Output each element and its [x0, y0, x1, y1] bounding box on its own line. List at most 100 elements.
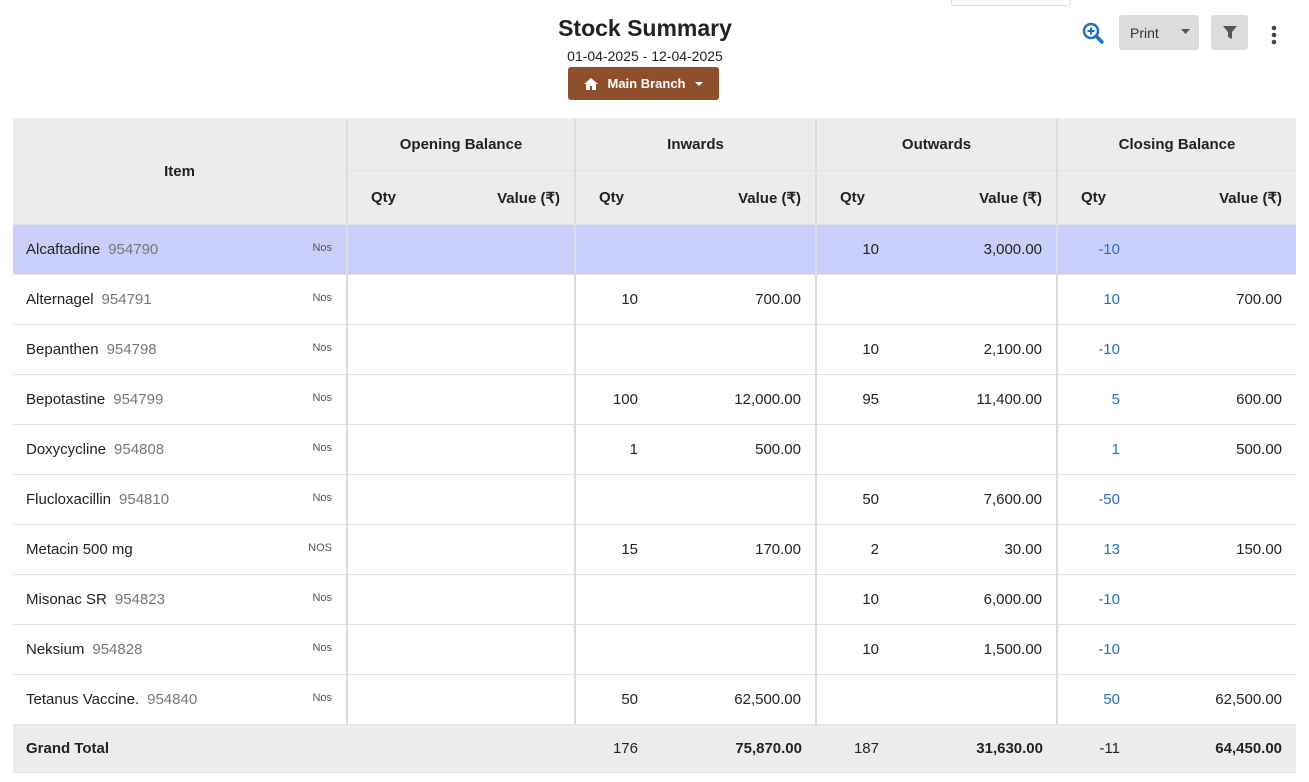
qty-cell: 1	[1056, 424, 1177, 475]
item-code: 954799	[113, 391, 164, 408]
qty-cell	[346, 224, 461, 275]
item-unit: Nos	[312, 442, 332, 454]
qty-cell: 50	[815, 474, 936, 525]
item-name: Flucloxacillin	[26, 491, 112, 508]
header-row: Item Opening Balance Inwards Outwards Closin…	[13, 118, 1297, 225]
branch-label: Main Branch	[607, 76, 686, 91]
item-name: Bepotastine	[26, 391, 106, 408]
value-cell: 500.00	[1177, 424, 1297, 475]
qty-cell: 10	[1056, 274, 1177, 325]
qty-cell	[815, 674, 936, 725]
stock-table: Item Opening Balance Inwards Outwards Closin…	[13, 118, 1297, 773]
item-row: Neksium 954828 Nos 10 1,500.00 -10	[13, 624, 1297, 675]
qty-cell	[346, 624, 461, 675]
qty-cell: 1	[574, 424, 695, 475]
item-code: 954808	[114, 441, 165, 458]
search-box[interactable]	[951, 0, 1071, 6]
total-label: Grand Total	[13, 724, 347, 773]
group-header: Inwards	[574, 118, 816, 171]
value-cell	[1177, 574, 1297, 625]
caret	[1181, 29, 1190, 34]
value-cell: 30.00	[936, 524, 1057, 575]
item-unit: Nos	[312, 242, 332, 254]
qty-header: Qty	[346, 170, 461, 225]
print-label: Print	[1130, 24, 1159, 41]
item-row: Metacin 500 mg NOS 15 170.00 2 30.00 13 150.00	[13, 524, 1297, 575]
qty-cell: 10	[815, 624, 936, 675]
date-range: 01-04-2025 - 12-04-2025	[567, 48, 723, 64]
qty-cell	[346, 274, 461, 325]
filter-button[interactable]	[1211, 15, 1248, 50]
item-header: Item	[13, 118, 347, 225]
item-cell: Metacin 500 mg NOS	[13, 524, 347, 575]
qty-cell: 13	[1056, 524, 1177, 575]
value-cell	[461, 374, 575, 425]
qty-header: Qty	[815, 170, 936, 225]
item-unit: Nos	[312, 342, 332, 354]
value-cell	[695, 224, 816, 275]
value-cell: 64,450.00	[1177, 724, 1297, 773]
item-cell: Bepanthen 954798 Nos	[13, 324, 347, 375]
qty-cell: -10	[1056, 224, 1177, 275]
qty-header: Qty	[1056, 170, 1177, 225]
value-cell	[695, 474, 816, 525]
value-cell: 500.00	[695, 424, 816, 475]
qty-cell	[346, 524, 461, 575]
item-name: Tetanus Vaccine.	[26, 691, 140, 708]
qty-cell: -50	[1056, 474, 1177, 525]
item-name: Alcaftadine	[26, 241, 101, 258]
print-button[interactable]: Print	[1119, 15, 1199, 50]
header-row: Qty Value (₹) Qty Value (₹) Qty Value (₹) Qty V…	[13, 170, 1297, 225]
item-name: Doxycycline	[26, 441, 107, 458]
item-row: Bepotastine 954799 Nos 100 12,000.00 95 11,400…	[13, 374, 1297, 425]
value-cell	[1177, 474, 1297, 525]
qty-cell	[346, 474, 461, 525]
value-cell	[461, 624, 575, 675]
qty-cell: 176	[575, 724, 695, 773]
item-unit: NOS	[308, 542, 332, 554]
item-row: Bepanthen 954798 Nos 10 2,100.00 -10	[13, 324, 1297, 375]
qty-cell: 50	[574, 674, 695, 725]
value-header: Value (₹)	[461, 170, 575, 225]
qty-cell	[574, 324, 695, 375]
group-header: Closing Balance	[1055, 118, 1297, 171]
group-header: Opening Balance	[346, 118, 575, 171]
item-unit: Nos	[312, 492, 332, 504]
item-code: 954798	[106, 341, 157, 358]
value-cell: 12,000.00	[695, 374, 816, 425]
item-unit: Nos	[312, 592, 332, 604]
value-cell	[461, 524, 575, 575]
value-cell	[695, 624, 816, 675]
qty-cell	[574, 624, 695, 675]
item-code: 954791	[101, 291, 152, 308]
item-cell: Neksium 954828 Nos	[13, 624, 347, 675]
item-cell: Alternagel 954791 Nos	[13, 274, 347, 325]
item-row: Doxycycline 954808 Nos 1 500.00 1 500.00	[13, 424, 1297, 475]
value-header: Value (₹)	[936, 170, 1057, 225]
value-cell: 11,400.00	[936, 374, 1057, 425]
item-cell: Doxycycline 954808 Nos	[13, 424, 347, 475]
more-menu[interactable]	[1269, 25, 1279, 47]
item-name: Neksium	[26, 641, 85, 658]
item-code: 954823	[114, 591, 165, 608]
value-cell	[461, 274, 575, 325]
qty-cell	[346, 324, 461, 375]
total-row: Grand Total 176 75,870.00 187 31,630.00 -11 64…	[13, 724, 1297, 773]
qty-cell: 10	[815, 224, 936, 275]
item-row: Flucloxacillin 954810 Nos 50 7,600.00 -50	[13, 474, 1297, 525]
qty-cell: -10	[1056, 324, 1177, 375]
value-cell: 7,600.00	[936, 474, 1057, 525]
branch-button[interactable]: Main Branch	[568, 67, 719, 100]
item-unit: Nos	[312, 292, 332, 304]
zoom-icon[interactable]	[1081, 21, 1105, 45]
item-cell: Bepotastine 954799 Nos	[13, 374, 347, 425]
value-cell: 6,000.00	[936, 574, 1057, 625]
qty-cell: 5	[1056, 374, 1177, 425]
value-cell	[461, 724, 575, 773]
value-cell	[1177, 624, 1297, 675]
value-cell: 3,000.00	[936, 224, 1057, 275]
item-name: Alternagel	[26, 291, 94, 308]
value-cell: 75,870.00	[695, 724, 816, 773]
item-unit: Nos	[312, 392, 332, 404]
item-cell: Tetanus Vaccine. 954840 Nos	[13, 674, 347, 725]
